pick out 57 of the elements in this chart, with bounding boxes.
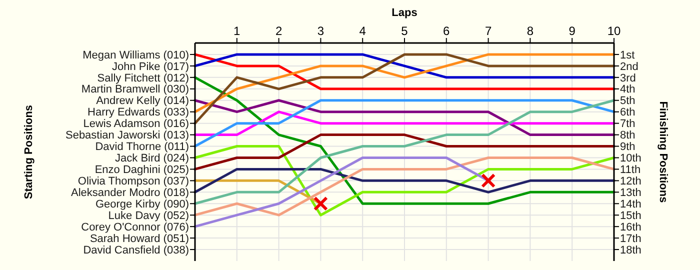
x-tick-label: 7 <box>484 24 492 38</box>
line-series <box>194 99 616 148</box>
y-tick-label: 10th <box>620 152 642 165</box>
series-label: Olivia Thompson (037) <box>78 176 189 188</box>
text: David Cansfield (038) <box>83 244 189 256</box>
y-tick-label: 13th <box>620 187 642 200</box>
y-tick-label: 6th <box>620 106 636 119</box>
series-label: Sebastian Jaworski (013) <box>65 130 189 142</box>
series-label: David Thorne (011) <box>95 141 189 154</box>
text: Starting Positions <box>23 104 35 200</box>
x-tick-label: 5 <box>401 24 408 38</box>
line-series <box>194 134 616 170</box>
x-axis-title: Laps <box>392 7 418 19</box>
text: Martin Bramwell (030) <box>81 84 189 96</box>
series-label: Harry Edwards (033) <box>88 106 189 119</box>
y-tick-label: 17th <box>620 232 642 245</box>
line-series <box>194 145 616 216</box>
y-tick-label: 4th <box>620 84 636 96</box>
y-tick-label: 2nd <box>620 60 638 73</box>
y-tick-label: 7th <box>620 118 636 130</box>
series-label: Jack Bird (024) <box>115 152 189 165</box>
y-tick-label: 1st <box>620 49 635 62</box>
x-tick-label: 4 <box>359 24 366 38</box>
x-tick-label: 3 <box>317 24 324 38</box>
text: Sarah Howard (051) <box>90 232 189 245</box>
y-tick-label: 12th <box>620 176 642 188</box>
y-tick-label: 18th <box>620 244 642 256</box>
x-tick-label: 1 <box>234 24 241 38</box>
series-label: Sally Fitchett (012) <box>97 72 189 84</box>
y-tick-label: 14th <box>620 198 642 210</box>
line-series <box>194 53 616 125</box>
y-tick-label: 11th <box>620 164 641 176</box>
series-label: Corey O'Connor (076) <box>81 221 189 234</box>
series-label: Luke Davy (052) <box>108 210 189 222</box>
x-tick-label: 8 <box>526 24 534 38</box>
series-label: Aleksander Modro (018) <box>70 187 189 200</box>
line-series <box>194 99 616 205</box>
series-label: George Kirby (090) <box>95 198 189 210</box>
x-tick-label: 6 <box>443 24 450 38</box>
y-tick-label: 16th <box>620 221 642 234</box>
x-tick-label: 10 <box>607 24 621 38</box>
y-tick-label: 15th <box>620 210 642 222</box>
series-label: Andrew Kelly (014) <box>96 95 189 108</box>
series-label: Enzo Daghini (025) <box>94 164 189 176</box>
y-tick-label: 3rd <box>620 72 636 84</box>
line-series <box>194 53 616 114</box>
y-axis-title: Finishing Positions <box>657 101 669 203</box>
series-label: Megan Williams (010) <box>82 49 189 62</box>
y-tick-label: 8th <box>620 130 636 142</box>
series-label: John Pike (017) <box>112 60 189 73</box>
y-tick-label: 9th <box>620 141 636 154</box>
x-tick-label: 9 <box>568 24 576 38</box>
line-series <box>194 76 616 205</box>
line-series <box>194 156 616 216</box>
y-tick-label: 5th <box>620 95 636 108</box>
series-label: Lewis Adamson (016) <box>83 118 189 130</box>
x-tick-label: 2 <box>275 24 282 38</box>
